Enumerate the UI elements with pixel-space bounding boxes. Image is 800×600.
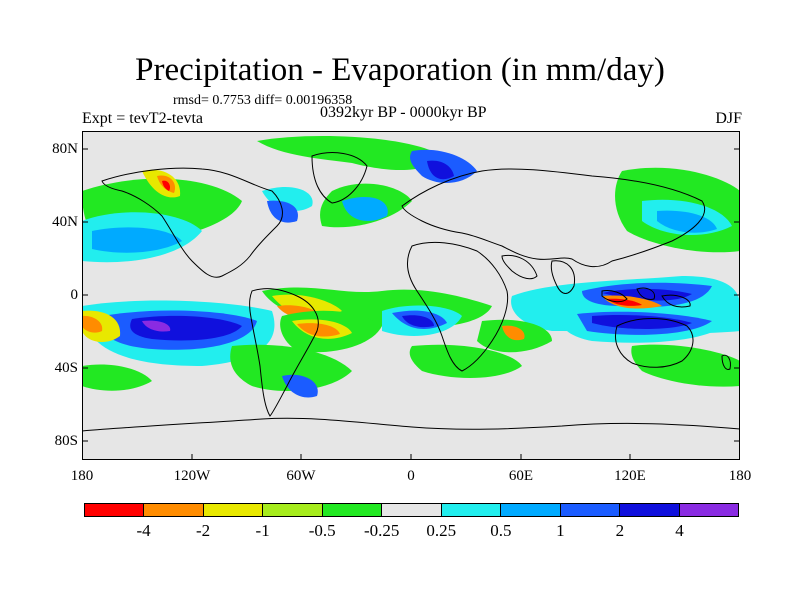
axis-ticks (82, 148, 740, 460)
x-tick-label: 0 (407, 468, 415, 484)
x-tick-label: 120E (614, 468, 646, 484)
field-patch (502, 325, 525, 341)
field-patch (92, 227, 182, 253)
field-patch (282, 374, 318, 398)
field-patch (82, 315, 103, 333)
field-patch (602, 288, 692, 301)
x-tick-label: 60E (508, 468, 534, 484)
field-patch (402, 315, 434, 328)
colorbar-cell (382, 504, 442, 516)
y-tick-label: 80S (54, 433, 78, 449)
colorbar-cell (263, 504, 323, 516)
field-patch (427, 160, 454, 180)
field-patch (297, 323, 340, 337)
field-patch (257, 136, 442, 171)
x-tick-label: 60W (286, 468, 316, 484)
field-patch (162, 180, 171, 191)
colorbar-cell (679, 504, 738, 516)
colorbar-cell (501, 504, 561, 516)
x-tick-label: 120W (173, 468, 211, 484)
map-panel (82, 131, 740, 460)
colorbar-label: -1 (255, 521, 270, 540)
y-tick-label: 80N (52, 141, 78, 157)
stats-line: rmsd= 0.7753 diff= 0.00196358 (173, 93, 353, 108)
map-canvas (82, 131, 740, 460)
colorbar-label: -0.5 (308, 521, 336, 540)
colorbar-label: 0.25 (426, 521, 457, 540)
colorbar-cell (560, 504, 621, 516)
field-patch (82, 364, 152, 391)
colorbar-label: -4 (136, 521, 151, 540)
plot-title: Precipitation - Evaporation (in mm/day) (135, 52, 665, 88)
x-tick-label: 180 (728, 468, 752, 484)
season-label: DJF (715, 110, 742, 127)
period-label: 0392kyr BP - 0000kyr BP (320, 104, 487, 121)
colorbar-cell (85, 504, 145, 516)
experiment-label: Expt = tevT2-tevta (82, 110, 203, 127)
y-tick-label: 40S (54, 360, 78, 376)
colorbar-cell (441, 504, 502, 516)
field-patch (607, 298, 642, 306)
coastlines (82, 152, 740, 432)
field-patch (342, 196, 388, 221)
colorbar-cell (203, 504, 264, 516)
colorbar-label: -0.25 (364, 521, 400, 540)
x-tick-label: 180 (70, 468, 94, 484)
colorbar-label: 0.5 (490, 521, 512, 540)
colorbar-cell (620, 504, 680, 516)
colorbar-cell (322, 504, 383, 516)
field-patch (631, 344, 740, 387)
colorbar-label: 1 (556, 521, 565, 540)
colorbar-label: 2 (615, 521, 625, 540)
colorbar (84, 503, 739, 517)
colorbar-label: 4 (675, 521, 684, 540)
field-patch (142, 320, 171, 332)
field-patch (657, 210, 717, 233)
field-patch (409, 344, 522, 378)
y-tick-label: 0 (70, 287, 79, 303)
y-tick-label: 40N (52, 214, 78, 230)
colorbar-label: -2 (195, 521, 211, 540)
colorbar-cell (144, 504, 204, 516)
field-patch (230, 344, 352, 391)
